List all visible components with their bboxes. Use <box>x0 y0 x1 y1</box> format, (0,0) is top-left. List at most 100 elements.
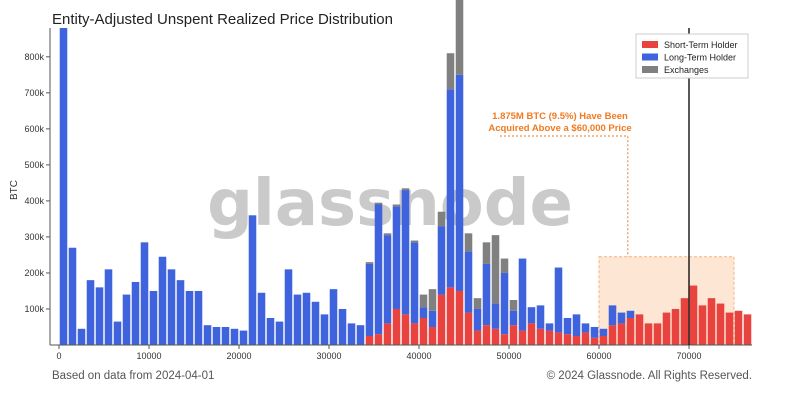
bar-long-term-holder-52 <box>527 307 536 324</box>
bar-long-term-holder-38 <box>401 190 410 315</box>
bar-short-term-holder-38 <box>401 314 410 345</box>
bar-exchanges-41 <box>428 289 437 311</box>
bar-long-term-holder-27 <box>302 292 311 345</box>
bar-exchanges-48 <box>491 235 500 304</box>
bar-short-term-holder-68 <box>671 308 680 345</box>
bar-exchanges-39 <box>410 240 419 243</box>
bar-long-term-holder-49 <box>500 272 509 335</box>
bar-short-term-holder-63 <box>626 317 635 345</box>
bar-short-term-holder-74 <box>725 312 734 345</box>
bar-long-term-holder-25 <box>284 269 293 345</box>
bar-long-term-holder-62 <box>617 312 626 324</box>
bar-exchanges-50 <box>509 299 518 311</box>
bar-short-term-holder-55 <box>554 332 563 345</box>
legend-label-exchanges: Exchanges <box>664 65 709 75</box>
bar-short-term-holder-58 <box>581 332 590 345</box>
bar-exchanges-42 <box>437 211 446 227</box>
bar-long-term-holder-6 <box>113 321 122 345</box>
bar-long-term-holder-51 <box>518 258 527 331</box>
bar-exchanges-44 <box>455 0 464 75</box>
annotation-line-2: Acquired Above a $60,000 Price <box>488 123 631 134</box>
bar-short-term-holder-45 <box>464 312 473 345</box>
x-tick-label-1: 10000 <box>136 351 161 361</box>
bar-long-term-holder-60 <box>599 328 608 336</box>
bar-short-term-holder-40 <box>419 317 428 345</box>
x-tick-label-3: 30000 <box>316 351 341 361</box>
bar-short-term-holder-67 <box>662 312 671 345</box>
footer-data-date: Based on data from 2024-04-01 <box>52 370 215 382</box>
bar-long-term-holder-2 <box>77 328 86 345</box>
bar-long-term-holder-3 <box>86 280 95 345</box>
bar-long-term-holder-58 <box>581 323 590 333</box>
bar-long-term-holder-53 <box>536 305 545 329</box>
bar-long-term-holder-28 <box>311 301 320 345</box>
bar-long-term-holder-29 <box>320 314 329 345</box>
bar-long-term-holder-61 <box>608 305 617 326</box>
x-tick-label-4: 40000 <box>406 351 431 361</box>
bar-short-term-holder-47 <box>482 325 491 345</box>
annotation-connector <box>500 135 629 257</box>
bar-long-term-holder-7 <box>122 294 131 345</box>
bar-short-term-holder-62 <box>617 323 626 345</box>
bar-long-term-holder-31 <box>338 308 347 345</box>
bar-short-term-holder-36 <box>383 323 392 345</box>
bar-long-term-holder-45 <box>464 251 473 313</box>
bar-long-term-holder-48 <box>491 303 500 329</box>
footer-copyright: © 2024 Glassnode. All Rights Reserved. <box>546 370 752 382</box>
bar-long-term-holder-5 <box>104 269 113 345</box>
x-tick-label-2: 20000 <box>226 351 251 361</box>
bar-long-term-holder-43 <box>446 89 455 288</box>
watermark: glassnode <box>207 167 573 241</box>
bar-short-term-holder-54 <box>545 330 554 345</box>
bar-long-term-holder-18 <box>221 326 230 345</box>
bar-short-term-holder-64 <box>635 314 644 345</box>
bar-short-term-holder-73 <box>716 303 725 345</box>
bar-exchanges-49 <box>500 258 509 273</box>
bar-long-term-holder-57 <box>572 314 581 336</box>
bar-short-term-holder-48 <box>491 328 500 345</box>
bar-short-term-holder-76 <box>743 314 752 345</box>
bar-long-term-holder-37 <box>392 206 401 309</box>
bar-short-term-holder-51 <box>518 330 527 345</box>
bar-short-term-holder-57 <box>572 335 581 345</box>
annotation-line-1: 1.875M BTC (9.5%) Have Been <box>492 111 628 122</box>
bar-long-term-holder-24 <box>275 321 284 345</box>
legend-swatch-exchanges <box>642 66 658 73</box>
bar-exchanges-43 <box>446 53 455 90</box>
bar-short-term-holder-66 <box>653 323 662 345</box>
bar-long-term-holder-10 <box>149 290 158 345</box>
y-tick-label-0: 100k <box>24 304 44 314</box>
bar-short-term-holder-71 <box>698 305 707 345</box>
bar-long-term-holder-12 <box>167 269 176 345</box>
legend: Short-Term Holder Long-Term Holder Exchang… <box>635 33 749 79</box>
bar-short-term-holder-61 <box>608 325 617 345</box>
bar-short-term-holder-60 <box>599 335 608 345</box>
y-tick-label-6: 700k <box>24 88 44 98</box>
bar-long-term-holder-23 <box>266 317 275 345</box>
bar-short-term-holder-70 <box>689 285 698 345</box>
bar-long-term-holder-44 <box>455 74 464 291</box>
bar-short-term-holder-34 <box>365 335 374 345</box>
bar-long-term-holder-33 <box>356 325 365 345</box>
bar-long-term-holder-19 <box>230 328 239 345</box>
bar-short-term-holder-35 <box>374 334 383 345</box>
bar-long-term-holder-50 <box>509 310 518 326</box>
x-tick-label-7: 70000 <box>676 351 701 361</box>
bar-short-term-holder-59 <box>590 337 599 345</box>
bar-long-term-holder-20 <box>239 330 248 345</box>
bar-exchanges-36 <box>383 233 392 236</box>
bar-long-term-holder-40 <box>419 307 428 318</box>
bar-exchanges-37 <box>392 204 401 207</box>
bar-short-term-holder-44 <box>455 290 464 345</box>
bar-exchanges-40 <box>419 294 428 308</box>
bar-long-term-holder-13 <box>176 280 185 345</box>
bar-short-term-holder-39 <box>410 323 419 345</box>
x-tick-label-5: 50000 <box>496 351 521 361</box>
bar-exchanges-47 <box>482 242 491 264</box>
bar-long-term-holder-9 <box>140 242 149 345</box>
bar-short-term-holder-65 <box>644 323 653 345</box>
y-axis-label: BTC <box>9 180 20 200</box>
bar-long-term-holder-1 <box>68 247 77 345</box>
bar-exchanges-34 <box>365 262 374 264</box>
